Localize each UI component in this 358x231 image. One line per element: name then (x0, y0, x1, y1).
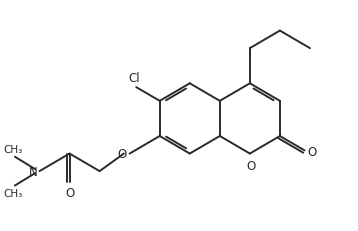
Text: O: O (65, 186, 74, 199)
Text: CH₃: CH₃ (3, 144, 23, 154)
Text: O: O (117, 147, 127, 160)
Text: CH₃: CH₃ (3, 189, 23, 199)
Text: N: N (29, 165, 38, 178)
Text: O: O (246, 160, 256, 173)
Text: O: O (307, 146, 316, 159)
Text: Cl: Cl (129, 72, 140, 85)
